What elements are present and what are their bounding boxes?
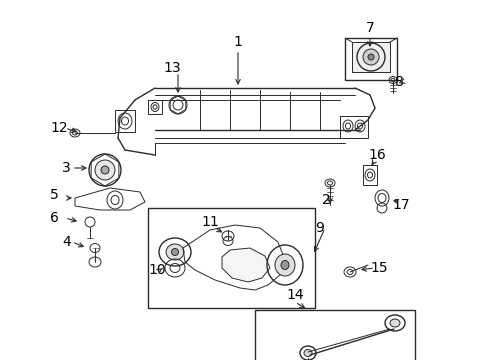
Bar [115,110,135,132]
Ellipse shape [165,244,183,260]
Text: 1: 1 [233,35,242,49]
Text: 14: 14 [285,288,303,302]
Text: 3: 3 [62,161,71,175]
Bar [345,38,396,80]
Text: 15: 15 [369,261,387,275]
Bar [254,310,414,360]
Bar [339,116,367,138]
Text: 9: 9 [314,221,323,235]
Text: 10: 10 [148,263,165,277]
Ellipse shape [95,160,115,180]
Ellipse shape [367,54,373,60]
Ellipse shape [101,166,109,174]
Ellipse shape [304,350,311,356]
Text: 11: 11 [201,215,219,229]
Ellipse shape [171,248,178,256]
Bar [148,208,314,308]
Text: 16: 16 [367,148,385,162]
Text: 4: 4 [62,235,71,249]
Bar [148,100,162,114]
Polygon shape [222,248,269,282]
Bar [362,165,376,185]
Bar [351,42,389,72]
Ellipse shape [389,319,399,327]
Text: 13: 13 [163,61,181,75]
Text: 17: 17 [391,198,409,212]
Text: 5: 5 [50,188,59,202]
Text: 7: 7 [365,21,374,35]
Text: 8: 8 [394,75,403,89]
Ellipse shape [362,49,378,65]
Text: 6: 6 [50,211,59,225]
Text: 2: 2 [321,193,330,207]
Ellipse shape [274,254,294,276]
Text: 12: 12 [50,121,67,135]
Ellipse shape [281,261,288,270]
